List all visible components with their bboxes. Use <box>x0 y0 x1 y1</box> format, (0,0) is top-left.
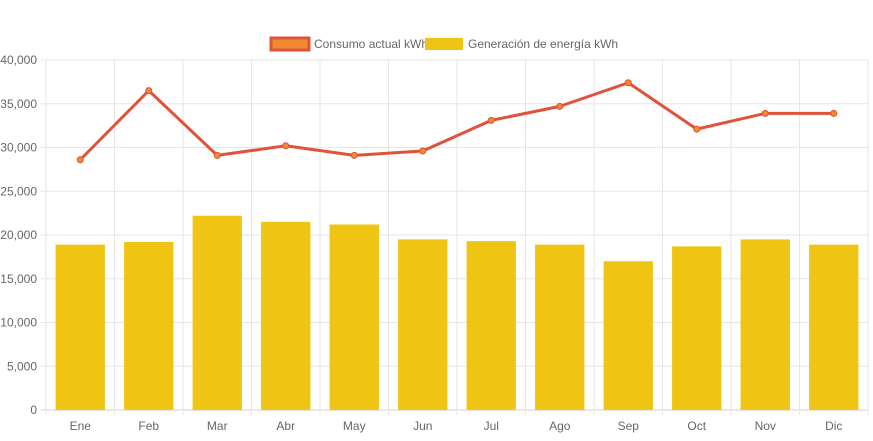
consumption-line <box>79 81 834 161</box>
line-point-mar[interactable] <box>213 151 221 159</box>
bars-layer <box>55 215 859 411</box>
y-tick-label: 5,000 <box>7 359 37 373</box>
line-point-ene[interactable] <box>76 156 84 164</box>
bar-mar[interactable] <box>192 215 242 410</box>
line-layer <box>76 79 838 164</box>
bar-feb[interactable] <box>124 242 174 410</box>
bar-sep[interactable] <box>603 261 653 410</box>
y-tick-label: 20,000 <box>0 228 37 242</box>
axis-layer: 0 5,000 10,000 15,000 20,000 25,000 30,000 35,0… <box>0 53 842 433</box>
y-tick-label: 35,000 <box>0 97 37 111</box>
x-tick-label: Jun <box>413 419 432 433</box>
bar-may[interactable] <box>329 224 379 411</box>
x-tick-label: Ene <box>70 419 92 433</box>
legend-label-generacion[interactable]: Generación de energía kWh <box>468 37 618 51</box>
bar-jun[interactable] <box>398 239 448 410</box>
x-tick-label: Oct <box>687 419 706 433</box>
x-tick-label: Nov <box>755 419 776 433</box>
line-point-dic[interactable] <box>830 109 838 117</box>
bar-dic[interactable] <box>809 244 859 410</box>
legend-label-consumo[interactable]: Consumo actual kWh <box>314 37 428 51</box>
line-point-nov[interactable] <box>761 109 769 117</box>
x-tick-label: Feb <box>138 419 159 433</box>
bar-ene[interactable] <box>55 244 105 410</box>
line-point-oct[interactable] <box>693 125 701 133</box>
line-point-sep[interactable] <box>624 79 632 87</box>
bar-oct[interactable] <box>672 246 722 410</box>
y-tick-label: 25,000 <box>0 184 37 198</box>
legend: Consumo actual kWh Generación de energía … <box>269 36 618 52</box>
y-tick-label: 0 <box>30 403 37 417</box>
grid-layer <box>41 59 869 415</box>
line-point-abr[interactable] <box>282 142 290 150</box>
line-point-ago[interactable] <box>556 102 564 110</box>
y-tick-label: 30,000 <box>0 141 37 155</box>
bar-abr[interactable] <box>261 221 311 410</box>
x-tick-label: Sep <box>618 419 640 433</box>
y-tick-label: 10,000 <box>0 316 37 330</box>
x-tick-label: Abr <box>276 419 295 433</box>
line-point-jul[interactable] <box>487 116 495 124</box>
x-tick-label: Ago <box>549 419 571 433</box>
line-point-jun[interactable] <box>419 147 427 155</box>
legend-swatch-generacion[interactable] <box>425 38 463 50</box>
x-tick-label: Mar <box>207 419 228 433</box>
line-point-feb[interactable] <box>145 87 153 95</box>
y-tick-label: 40,000 <box>0 53 37 67</box>
bar-ago[interactable] <box>535 244 585 410</box>
x-tick-label: Dic <box>825 419 842 433</box>
line-point-may[interactable] <box>350 151 358 159</box>
x-tick-label: Jul <box>484 419 499 433</box>
legend-swatch-consumo[interactable] <box>269 36 311 52</box>
bar-jul[interactable] <box>466 241 516 410</box>
x-tick-label: May <box>343 419 366 433</box>
y-tick-label: 15,000 <box>0 272 37 286</box>
bar-nov[interactable] <box>740 239 790 410</box>
